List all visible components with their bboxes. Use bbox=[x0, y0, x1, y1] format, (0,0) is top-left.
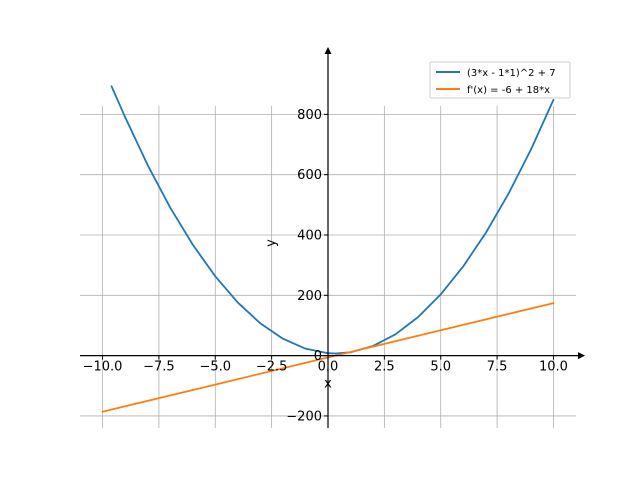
x-tick-label: 0.0 bbox=[318, 360, 339, 375]
x-tick-label: −5.0 bbox=[199, 360, 231, 375]
x-axis-arrow bbox=[578, 352, 585, 360]
x-tick-label: 10.0 bbox=[539, 360, 568, 375]
x-tick-label: 2.5 bbox=[374, 360, 395, 375]
x-tick-label: 5.0 bbox=[430, 360, 451, 375]
x-axis-label: x bbox=[324, 377, 332, 392]
x-tick-label: −7.5 bbox=[143, 360, 175, 375]
y-tick-label: 200 bbox=[297, 289, 322, 304]
series-line-0 bbox=[110, 85, 555, 355]
x-tick-label: −2.5 bbox=[256, 360, 288, 375]
y-tick-label: 0 bbox=[314, 349, 322, 364]
legend: (3*x - 1*1)^2 + 7 f'(x) = -6 + 18*x bbox=[429, 61, 571, 99]
legend-frame bbox=[429, 61, 571, 99]
y-tick-label: 600 bbox=[297, 168, 322, 183]
tick-labels: −10.0 −7.5 −5.0 −2.5 0.0 2.5 5.0 7.5 10.0 −200 0 20… bbox=[83, 108, 568, 425]
y-tick-label: 400 bbox=[297, 228, 322, 243]
y-tick-label: −200 bbox=[286, 409, 322, 424]
x-tick-label: −10.0 bbox=[83, 360, 123, 375]
y-axis-label: y bbox=[264, 239, 279, 247]
y-tick-label: 800 bbox=[297, 108, 322, 123]
axes bbox=[80, 47, 585, 428]
x-tick-label: 7.5 bbox=[487, 360, 508, 375]
legend-label-0: (3*x - 1*1)^2 + 7 bbox=[467, 68, 556, 79]
legend-label-1: f'(x) = -6 + 18*x bbox=[467, 85, 550, 96]
y-axis-arrow bbox=[324, 47, 332, 54]
